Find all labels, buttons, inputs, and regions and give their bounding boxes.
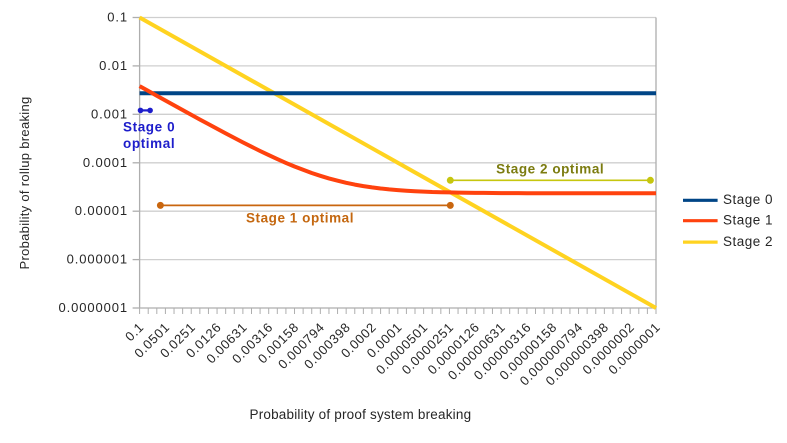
svg-text:0.0000001: 0.0000001 bbox=[58, 300, 128, 315]
svg-text:0.000001: 0.000001 bbox=[67, 252, 128, 267]
svg-text:Stage 1: Stage 1 bbox=[723, 213, 773, 228]
svg-text:Stage 2 optimal: Stage 2 optimal bbox=[496, 162, 604, 177]
svg-text:0.1: 0.1 bbox=[107, 10, 128, 25]
svg-text:0.001: 0.001 bbox=[91, 106, 128, 121]
svg-text:Probability of proof system br: Probability of proof system breaking bbox=[249, 407, 471, 422]
svg-text:Stage 1 optimal: Stage 1 optimal bbox=[246, 211, 354, 226]
svg-text:optimal: optimal bbox=[123, 136, 175, 151]
svg-text:0.01: 0.01 bbox=[99, 58, 128, 73]
svg-text:Stage 0: Stage 0 bbox=[123, 120, 175, 135]
svg-text:0.0001: 0.0001 bbox=[83, 155, 128, 170]
svg-text:Stage 2: Stage 2 bbox=[723, 234, 773, 249]
svg-text:Stage 0: Stage 0 bbox=[723, 192, 773, 207]
svg-text:Probability of rollup breaking: Probability of rollup breaking bbox=[17, 96, 32, 269]
svg-text:0.00001: 0.00001 bbox=[75, 203, 128, 218]
